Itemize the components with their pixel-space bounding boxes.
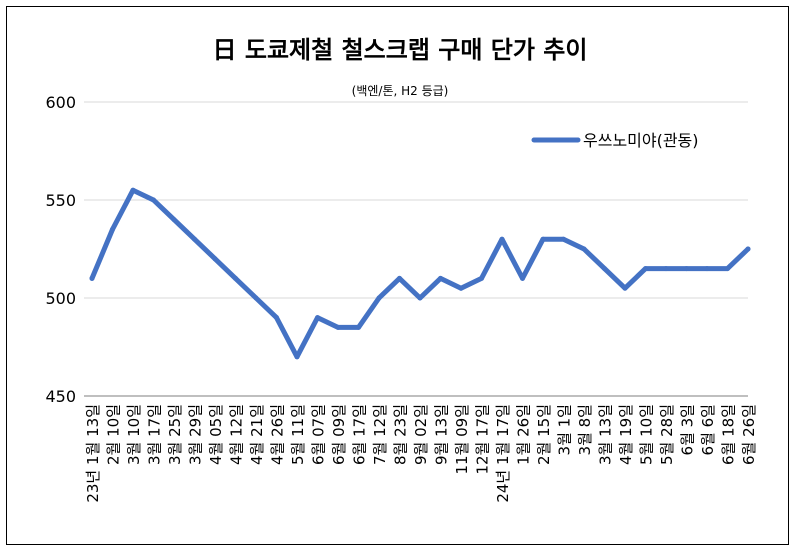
y-axis-ticks: 600 550 500 450: [45, 93, 76, 406]
data-point: [622, 285, 628, 291]
data-point: [376, 295, 382, 301]
data-point: [479, 275, 484, 281]
x-tick-label: 3월 10일: [125, 404, 143, 465]
data-point: [294, 354, 300, 360]
x-tick-label: 6월 17일: [351, 404, 369, 465]
data-point: [684, 266, 689, 272]
chart-subtitle: (백엔/톤, H2 등급): [352, 84, 449, 98]
data-point: [540, 236, 546, 242]
x-tick-label: 1월 26일: [515, 404, 533, 465]
data-point: [335, 324, 341, 330]
data-point: [663, 266, 669, 272]
x-tick-label: 3월 13일: [597, 404, 615, 465]
x-tick-label: 3월 1일: [556, 404, 574, 455]
x-tick-label: 5월 10일: [638, 404, 656, 465]
data-point: [253, 295, 259, 301]
x-tick-label: 6월 3일: [679, 404, 697, 455]
x-tick-label: 5월 28일: [658, 404, 676, 465]
x-tick-label: 3월 8일: [576, 404, 594, 455]
x-axis-ticks: 23년 1월 13일 2월 10일 3월 10일 3월 17일 3월 25일 3월 29일…: [84, 404, 758, 503]
x-tick-label: 2월 15일: [535, 404, 553, 465]
data-point: [745, 246, 751, 252]
series-line: [89, 187, 751, 360]
x-tick-label: 3월 25일: [166, 404, 184, 465]
y-tick-label: 450: [45, 387, 76, 406]
x-tick-label: 6월 09일: [330, 404, 348, 465]
data-point: [499, 236, 505, 242]
x-tick-label: 3월 17일: [146, 404, 164, 465]
y-tick-label: 600: [45, 93, 76, 112]
data-point: [315, 315, 320, 321]
legend: 우쓰노미야(관동): [531, 131, 699, 150]
x-tick-label: 11월 09일: [453, 404, 471, 475]
x-tick-label: 6월 26일: [740, 404, 758, 465]
data-point: [520, 275, 525, 281]
x-tick-label: 3월 29일: [187, 404, 205, 465]
chart-title: 日 도쿄제철 철스크랩 구매 단가 추이: [213, 36, 588, 64]
data-point: [192, 236, 197, 242]
x-tick-label: 4월 21일: [248, 404, 266, 465]
x-tick-label: 7월 12일: [371, 404, 389, 465]
x-tick-label: 12월 17일: [474, 404, 492, 475]
x-tick-label: 24년 1월 17일: [494, 404, 512, 503]
data-point: [704, 266, 710, 272]
x-tick-label: 5월 11일: [289, 404, 307, 465]
x-tick-label: 23년 1월 13일: [84, 404, 102, 503]
x-tick-label: 9월 02일: [412, 404, 430, 465]
data-point: [581, 246, 587, 252]
data-point: [110, 226, 115, 232]
x-tick-label: 4월 05일: [207, 404, 225, 465]
x-tick-label: 2월 10일: [105, 404, 123, 465]
x-tick-label: 4월 19일: [617, 404, 635, 465]
x-tick-label: 4월 26일: [269, 404, 287, 465]
data-point: [89, 275, 95, 281]
data-point: [151, 197, 156, 203]
x-tick-label: 8월 23일: [392, 404, 410, 465]
data-point: [397, 275, 402, 281]
x-tick-label: 6월 6일: [699, 404, 717, 455]
x-tick-label: 4월 12일: [228, 404, 246, 465]
data-point: [130, 187, 136, 193]
gridlines: [84, 101, 748, 397]
data-point: [274, 315, 279, 321]
data-point: [458, 285, 464, 291]
data-point: [438, 275, 443, 281]
x-tick-label: 6월 18일: [720, 404, 738, 465]
data-point: [602, 266, 607, 272]
data-point: [561, 236, 566, 242]
data-point: [233, 275, 238, 281]
data-point: [171, 217, 177, 223]
data-point: [212, 256, 218, 262]
data-point: [417, 295, 423, 301]
x-tick-label: 9월 13일: [433, 404, 451, 465]
chart-frame: [6, 6, 789, 545]
data-point: [643, 266, 648, 272]
y-tick-label: 500: [45, 289, 76, 308]
series-group: [89, 187, 751, 360]
data-point: [356, 324, 361, 330]
legend-label: 우쓰노미야(관동): [583, 131, 699, 150]
y-tick-label: 550: [45, 191, 76, 210]
x-tick-label: 6월 07일: [310, 404, 328, 465]
data-point: [725, 266, 730, 272]
